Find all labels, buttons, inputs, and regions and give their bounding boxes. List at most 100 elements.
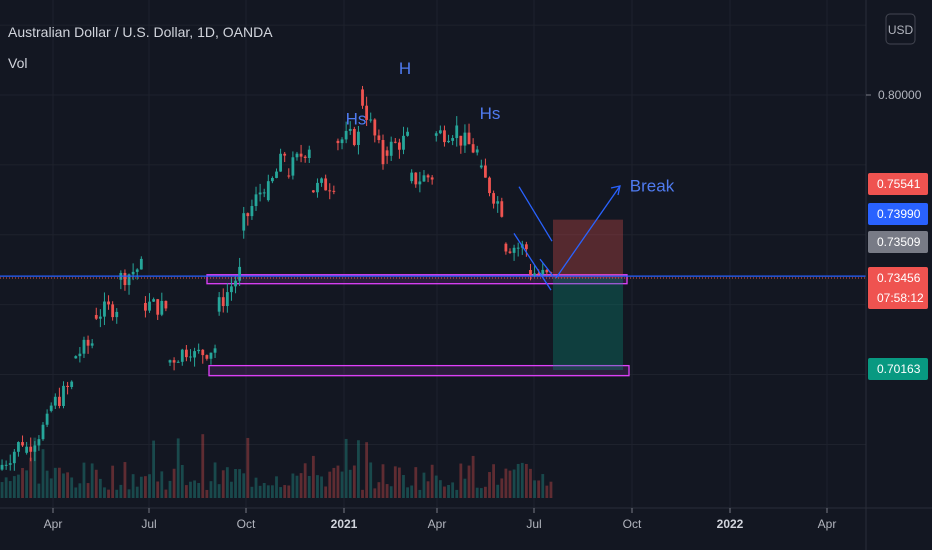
annotations: Hs H Hs Break [346,59,675,291]
volume-bar [459,463,463,498]
volume-bar [258,485,262,498]
candle-body [496,201,500,204]
candle-body [160,300,164,315]
candle-body [324,178,328,191]
candle-body [393,141,397,143]
volume-bar [90,463,94,498]
candle-body [291,157,295,176]
candle-body [529,270,532,277]
time-tick-label[interactable]: Apr [818,517,837,531]
volume-bar [119,484,123,498]
trade-position[interactable] [553,219,623,370]
volume-bar [336,465,340,498]
candle-body [94,315,98,319]
candle-body [168,360,172,363]
time-tick-label[interactable]: 2022 [717,517,744,531]
candle-body [189,356,192,358]
candle-body [438,130,442,134]
time-tick-label[interactable]: Oct [623,517,642,531]
candle-body [471,144,475,153]
price-tag-value: 0.75541 [877,177,921,191]
time-tick-label[interactable]: Jul [526,517,541,531]
volume-bar [98,478,102,498]
candle-body [90,343,94,346]
candle-body [217,297,221,312]
time-tick-label[interactable]: Oct [237,517,256,531]
candle-body [332,190,336,192]
candle-body [266,181,270,201]
time-tick-label[interactable]: Jul [141,517,156,531]
candle-body [21,442,24,446]
volume-bar [135,486,139,498]
volume-bar [29,457,33,498]
candle-body [504,243,508,252]
candle-body [352,128,356,145]
price-tick-label[interactable]: 0.80000 [878,88,922,102]
candle-body [426,175,430,178]
candle-body [389,141,393,156]
time-tick-label[interactable]: Apr [428,517,447,531]
volume-bar [414,467,418,498]
candle-body [414,172,418,185]
volume-bar [70,477,74,498]
currency-button-frame[interactable] [885,13,916,45]
candle-body [316,182,319,193]
candle-body [262,192,266,194]
volume-bar [131,474,135,498]
stop-loss-area[interactable] [553,219,623,278]
price-axis[interactable]: 0.80000 [866,88,922,102]
volume-bar [455,489,459,498]
candle-body [336,140,340,144]
currency-button[interactable]: USD [885,13,916,45]
candle-body [422,175,426,182]
volume-bar [205,489,209,498]
time-axis[interactable]: Apr Jul Oct 2021 Apr Jul Oct 2022 Apr [44,508,837,531]
volume-bar [123,462,127,498]
volume-bar [516,463,520,498]
candle-body [115,311,119,318]
volume-bar [475,487,479,498]
volume-bar [422,472,426,498]
candle-body [516,247,520,249]
candle-body [348,128,352,131]
candle-body [258,192,262,195]
candle-body [107,301,110,305]
time-tick-label[interactable]: 2021 [331,517,358,531]
volume-bar [463,478,467,498]
candle-body [443,130,446,143]
breakout-arrow-head [610,185,621,196]
candle-body [402,135,405,150]
volume-bar [369,462,373,498]
volume-bar [328,471,332,498]
volume-bar [426,481,430,498]
candle-body [459,135,463,146]
candle-body [0,464,4,470]
volume-bar [549,481,553,498]
volume-bar [504,468,508,498]
symbol-title[interactable]: Australian Dollar / U.S. Dollar, 1D, OAN… [8,24,273,40]
time-tick-label[interactable]: Apr [44,517,63,531]
candle-body [135,269,139,272]
volume-bar [430,464,434,498]
annotation-label: Break [630,176,675,195]
candle-body [254,194,258,207]
candle-body [320,178,323,183]
support-zones [206,274,630,377]
candle-body [512,247,516,253]
price-tag-value: 0.73509 [877,235,921,249]
volume-bar [250,486,254,498]
volume-bar [307,475,311,498]
candle-body [492,193,496,204]
volume-bar [434,475,438,498]
volume-label[interactable]: Vol [8,55,27,71]
volume-bar [529,468,532,498]
volume-bar [324,486,328,498]
volume-bar [361,489,364,498]
currency-button-label[interactable]: USD [888,23,914,37]
price-tag-value: 0.73990 [877,207,921,221]
candle-body [193,351,196,358]
take-profit-area[interactable] [553,277,623,370]
volume-bar [438,480,442,498]
